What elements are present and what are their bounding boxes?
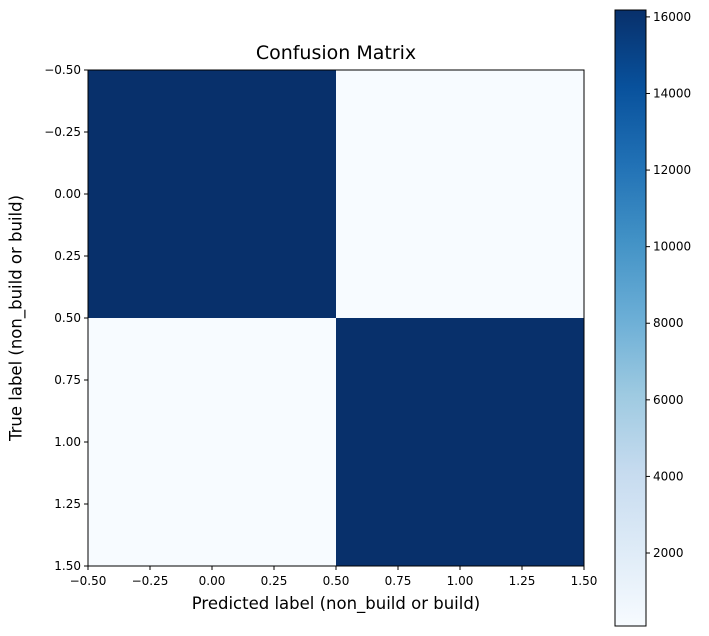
x-tick-label: 0.75 <box>385 574 412 588</box>
y-axis-label: True label (non_build or build) <box>6 194 26 442</box>
x-tick-label: 1.25 <box>509 574 536 588</box>
x-tick-label: 1.00 <box>447 574 474 588</box>
x-tick-label: −0.25 <box>132 574 169 588</box>
colorbar-tick-label: 6000 <box>653 393 684 407</box>
y-tick-label: 1.25 <box>54 497 81 511</box>
y-tick-label: 1.00 <box>54 435 81 449</box>
x-tick-label: 0.50 <box>323 574 350 588</box>
y-tick-label: −0.25 <box>44 125 81 139</box>
matrix-cell <box>88 70 336 318</box>
chart-title: Confusion Matrix <box>255 42 417 64</box>
colorbar-tick-label: 4000 <box>653 469 684 483</box>
y-tick-label: 0.00 <box>54 187 81 201</box>
colorbar-ticks: 2000 4000 6000 8000 10000 12000 14000 16000 <box>646 10 691 560</box>
y-tick-label: 1.50 <box>54 559 81 573</box>
x-tick-label: 0.00 <box>199 574 226 588</box>
colorbar-tick-label: 16000 <box>653 10 691 24</box>
x-axis-ticks: −0.50 −0.25 0.00 0.25 0.50 0.75 1.00 1.25 1.50 <box>70 566 598 588</box>
matrix-cell <box>336 318 584 566</box>
y-tick-label: −0.50 <box>44 63 81 77</box>
colorbar-tick-label: 14000 <box>653 86 691 100</box>
y-tick-label: 0.75 <box>54 373 81 387</box>
colorbar-tick-label: 10000 <box>653 240 691 254</box>
x-tick-label: −0.50 <box>70 574 107 588</box>
matrix-cell <box>88 318 336 566</box>
colorbar-tick-label: 8000 <box>653 316 684 330</box>
colorbar-tick-label: 12000 <box>653 163 691 177</box>
x-tick-label: 1.50 <box>571 574 598 588</box>
y-tick-label: 0.25 <box>54 249 81 263</box>
colorbar-tick-label: 2000 <box>653 546 684 560</box>
matrix-cells <box>88 70 584 566</box>
x-tick-label: 0.25 <box>261 574 288 588</box>
y-tick-label: 0.50 <box>54 311 81 325</box>
x-axis-label: Predicted label (non_build or build) <box>191 594 481 613</box>
colorbar <box>614 9 647 627</box>
matrix-cell <box>336 70 584 318</box>
y-axis-ticks: −0.50 −0.25 0.00 0.25 0.50 0.75 1.00 1.25 1.50 <box>44 63 88 573</box>
